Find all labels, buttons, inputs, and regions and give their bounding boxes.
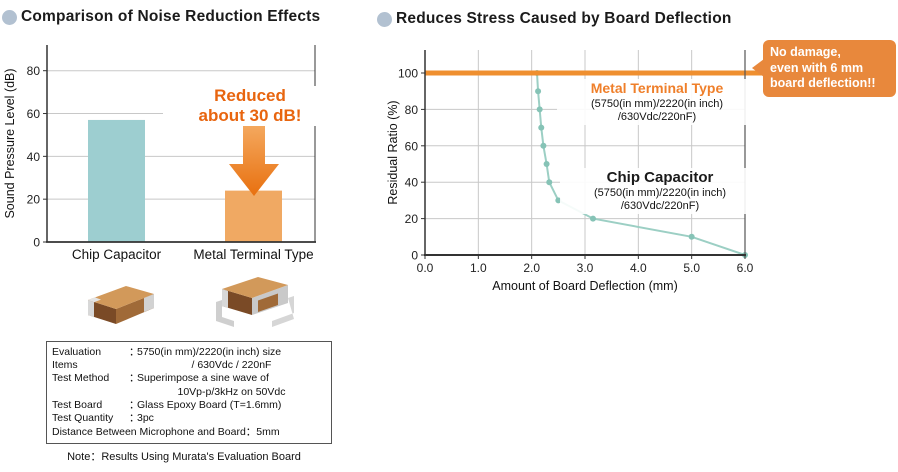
y-tick-label: 0: [411, 249, 418, 263]
series-spec: (5750(in mm)/2220(in inch): [590, 98, 724, 111]
left-section-title: Comparison of Noise Reduction Effects: [21, 8, 321, 25]
noise-bar-chart: 0 20 40 60 80 Chip Capacitor Metal Terminal Ty…: [3, 45, 316, 262]
eval-value: Glass Epoxy Board (T=1.6mm): [137, 399, 326, 412]
x-tick-label: 3.0: [577, 261, 594, 275]
series-name: Metal Terminal Type: [590, 80, 724, 96]
bullet-icon: [2, 9, 17, 25]
x-tick-label: 1.0: [470, 261, 487, 275]
eval-value-line: 5750(in mm)/2220(in inch) size: [137, 346, 282, 358]
reduction-annotation-line2: about 30 dB!: [198, 106, 302, 126]
y-axis-title: Residual Ratio (%): [386, 100, 400, 204]
evaluation-conditions-box: Evaluation Items ： 5750(in mm)/2220(in in…: [46, 341, 332, 444]
data-point: [546, 179, 553, 186]
data-point: [543, 161, 550, 167]
bar-1: [225, 190, 282, 242]
eval-row: Evaluation Items ： 5750(in mm)/2220(in in…: [52, 346, 326, 372]
right-section-title: Reduces Stress Caused by Board Deflectio…: [396, 10, 732, 27]
x-tick-label: 4.0: [630, 261, 647, 275]
x-tick-label: 5.0: [683, 261, 700, 275]
callout-line3: board deflection!!: [770, 76, 876, 91]
eval-separator: ：: [129, 398, 140, 411]
x-axis-title: Amount of Board Deflection (mm): [492, 279, 678, 293]
data-point: [538, 124, 545, 131]
y-tick-label: 100: [398, 67, 418, 81]
data-point: [688, 233, 695, 240]
y-tick-label: 60: [27, 107, 41, 121]
eval-label: Test Method: [52, 372, 110, 385]
eval-value-line: 10Vp-p/3kHz on 50Vdc: [177, 385, 286, 398]
eval-value: 3pc: [137, 412, 326, 425]
y-tick-label: 80: [405, 103, 419, 117]
data-point: [590, 215, 596, 222]
bar-0: [88, 119, 145, 242]
eval-label: Test Quantity: [52, 412, 114, 425]
data-point: [540, 142, 547, 149]
right-section-header: Reduces Stress Caused by Board Deflectio…: [377, 10, 732, 28]
y-tick-label: 60: [405, 139, 419, 153]
y-tick-label: 0: [33, 236, 40, 250]
y-tick-label: 20: [405, 212, 419, 226]
data-point: [535, 88, 542, 95]
metal-terminal-series-label: Metal Terminal Type (5750(in mm)/2220(in…: [557, 79, 757, 125]
eval-separator: ：: [129, 412, 140, 425]
eval-label: Test Board: [52, 398, 103, 411]
chip-capacitor-series-label: Chip Capacitor (5750(in mm)/2220(in inch…: [560, 168, 760, 214]
eval-value: Superimpose a sine wave of 10Vp-p/3kHz on…: [137, 372, 326, 398]
data-point: [536, 106, 543, 113]
eval-value-line: Superimpose a sine wave of: [137, 372, 269, 385]
series-spec: /630Vdc/220nF): [620, 200, 700, 213]
series-spec: (5750(in mm)/2220(in inch): [593, 187, 727, 200]
callout-line2: even with 6 mm: [770, 60, 864, 75]
bullet-icon: [377, 11, 392, 27]
x-tick-label: 0.0: [417, 261, 434, 275]
eval-separator: ：: [129, 346, 140, 358]
no-damage-callout: No damage, even with 6 mm board deflecti…: [752, 40, 896, 97]
down-arrow-icon: [229, 126, 279, 196]
x-tick-label: 6.0: [737, 261, 754, 275]
y-axis-title: Sound Pressure Level (dB): [3, 68, 17, 218]
eval-value-line: Glass Epoxy Board (T=1.6mm): [137, 398, 282, 411]
data-point: [555, 197, 562, 204]
eval-value: 5750(in mm)/2220(in inch) size/ 630Vdc /…: [137, 346, 326, 372]
eval-row: Test Method ： Superimpose a sine wave of 1…: [52, 372, 326, 398]
chip-capacitor-image: [88, 286, 154, 324]
deflection-line-chart: 0 20 40 60 80 100 0.0 1.0 2.0 3.0 4.0 5.0 6.0 Amount …: [386, 50, 778, 293]
note-text: Note：Results Using Murata's Evaluation B…: [67, 451, 301, 463]
eval-footer-line: Distance Between Microphone and Board：5m…: [52, 426, 280, 439]
reduction-annotation: Reduced about 30 dB!: [163, 86, 337, 127]
eval-row: Test Quantity ： 3pc: [52, 412, 326, 425]
y-tick-label: 40: [27, 150, 41, 164]
y-tick-label: 40: [405, 176, 419, 190]
series-spec: /630Vdc/220nF): [617, 111, 697, 124]
left-section-header: Comparison of Noise Reduction Effects: [2, 8, 320, 26]
reduction-annotation-line1: Reduced: [214, 86, 286, 105]
y-tick-label: 20: [27, 193, 41, 207]
metal-terminal-type-image: [216, 277, 294, 327]
category-label: Chip Capacitor: [72, 247, 162, 262]
callout-line1: No damage,: [770, 45, 841, 59]
series-name: Chip Capacitor: [606, 169, 714, 186]
y-tick-label: 80: [27, 64, 41, 78]
eval-label: Evaluation Items: [52, 346, 102, 372]
eval-separator: ：: [129, 372, 140, 385]
eval-value-line: 3pc: [137, 412, 154, 425]
category-label: Metal Terminal Type: [193, 247, 313, 262]
x-tick-label: 2.0: [523, 261, 540, 275]
eval-value-line: / 630Vdc / 220nF: [191, 359, 272, 372]
eval-row: Test Board ： Glass Epoxy Board (T=1.6mm): [52, 399, 326, 412]
